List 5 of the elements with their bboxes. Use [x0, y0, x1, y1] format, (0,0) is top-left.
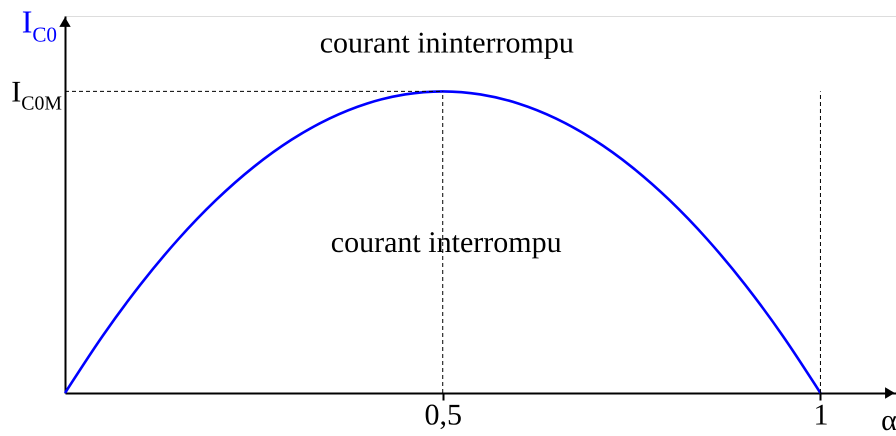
annotation: courant interrompu	[330, 226, 562, 260]
x-tick-label: 0,5	[424, 398, 462, 432]
x-axis-title: α	[881, 404, 896, 436]
x-tick-label: 1	[813, 398, 828, 432]
text: courant ininterrompu	[320, 26, 574, 60]
